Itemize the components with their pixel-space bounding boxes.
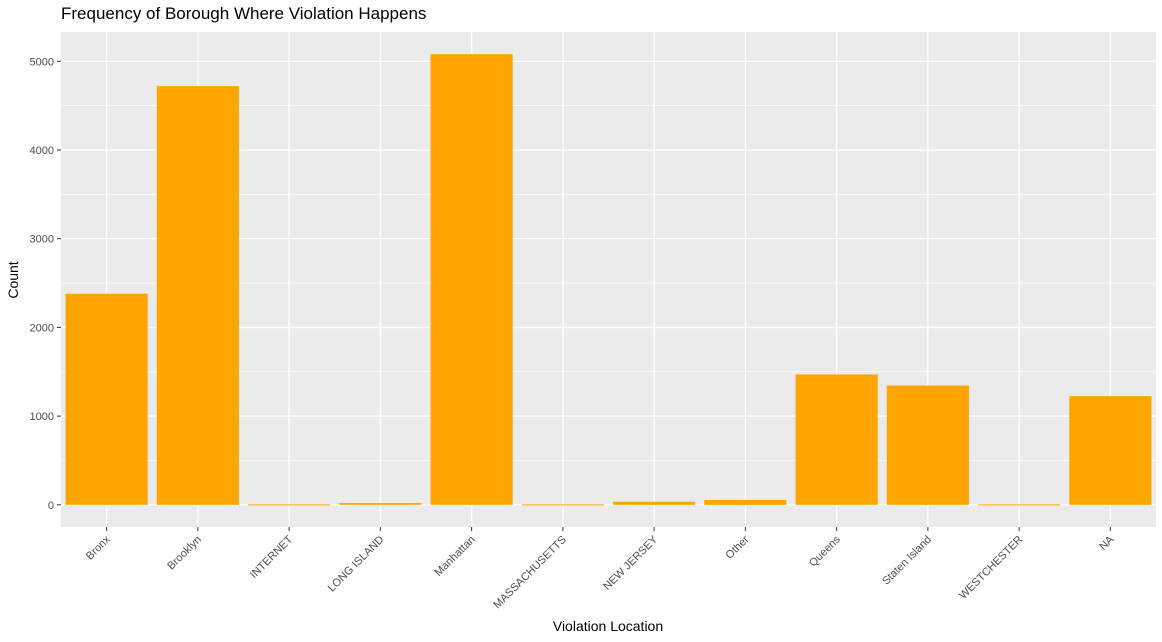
y-axis-title: Count [5,261,21,298]
bar [613,501,696,505]
x-tick-label: Brooklyn [165,534,204,573]
bar [65,293,148,505]
x-axis-title: Violation Location [553,618,663,634]
x-tick-label: NEW JERSEY [601,533,661,593]
bar [978,504,1061,506]
bar [1069,396,1152,505]
bar [248,504,331,506]
bar [156,86,239,505]
bar [795,374,878,505]
x-tick-label: Manhattan [433,534,478,579]
x-tick-label: Bronx [84,533,113,562]
x-tick-label: MASSACHUSETTS [491,534,569,612]
bar [886,385,969,505]
minor-gridlines [61,105,1156,461]
bar [430,54,513,505]
y-tick-label: 4000 [30,145,54,157]
y-axis-ticks: 0 1000 2000 3000 4000 5000 [30,56,61,512]
bar [521,504,604,506]
x-tick-label: INTERNET [248,533,296,581]
y-tick-label: 1000 [30,411,54,423]
x-tick-label: LONG ISLAND [326,534,387,595]
x-tick-label: Queens [807,533,843,569]
x-tick-label: NA [1097,533,1117,553]
bars [65,54,1152,506]
bar [704,499,787,505]
x-tick-label: Staten Island [880,534,934,588]
x-axis-ticks: Bronx Brooklyn INTERNET LONG ISLAND Manhatta… [84,527,1117,611]
chart-title: Frequency of Borough Where Violation Hap… [61,4,427,23]
y-tick-label: 2000 [30,322,54,334]
x-tick-label: WESTCHESTER [957,534,1025,602]
x-tick-label: Other [724,533,752,561]
plot-panel [61,32,1156,527]
y-tick-label: 5000 [30,56,54,68]
y-tick-label: 3000 [30,234,54,246]
y-tick-label: 0 [48,500,54,512]
bar [339,503,422,505]
